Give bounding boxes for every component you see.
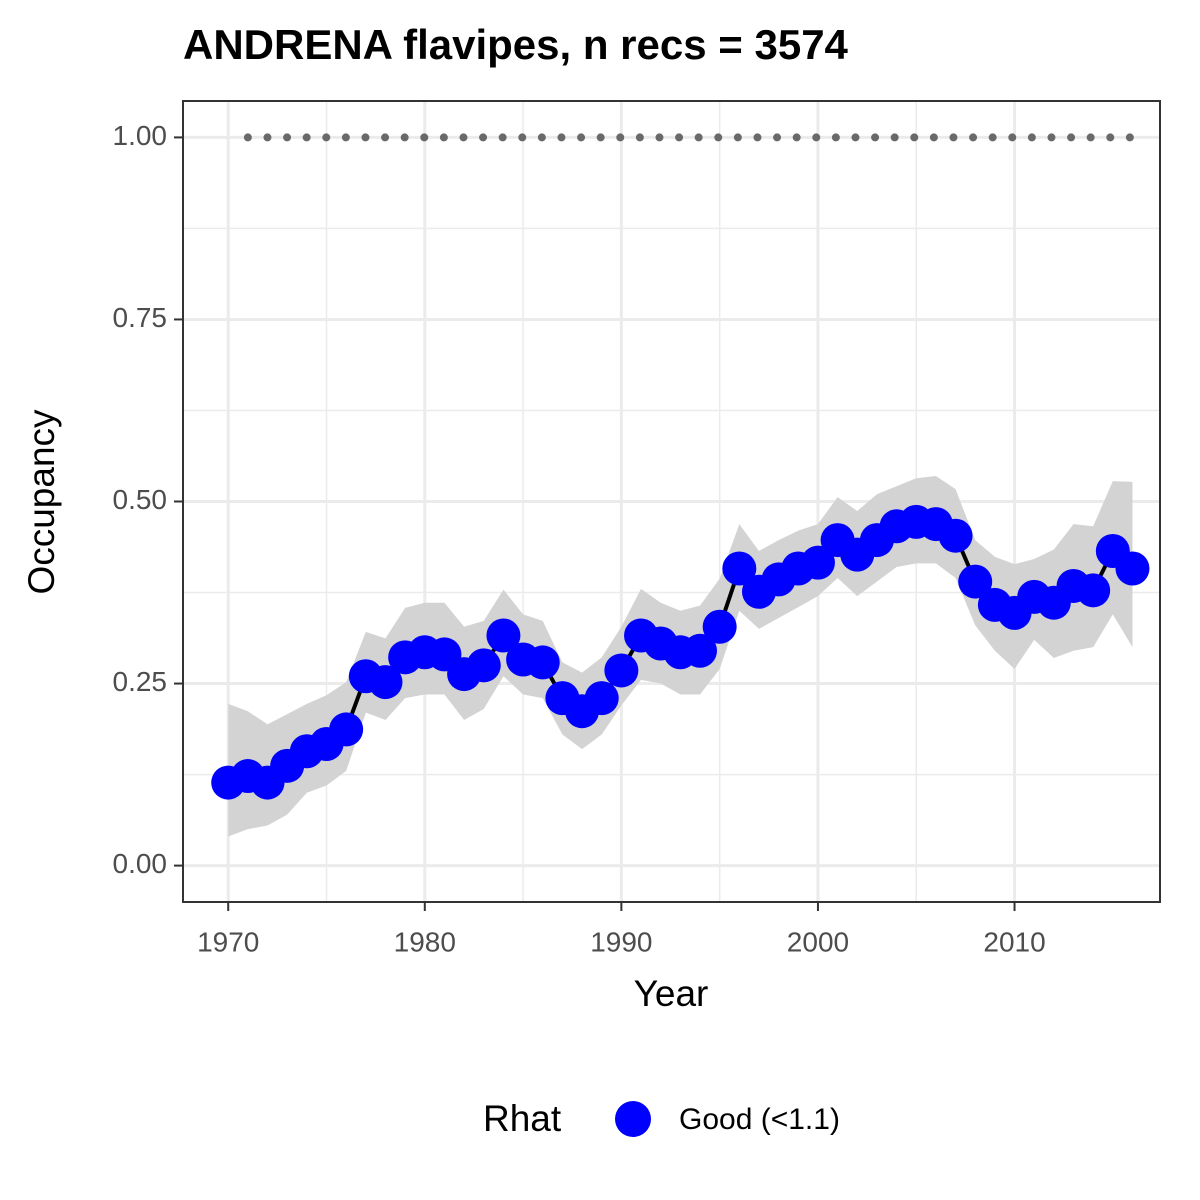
x-tick-label: 1970: [197, 926, 259, 957]
x-tick-label: 1980: [394, 926, 456, 957]
point: [486, 618, 521, 653]
x-axis-title: Year: [634, 973, 709, 1014]
point: [722, 551, 757, 586]
chart-title: ANDRENA flavipes, n recs = 3574: [183, 21, 849, 68]
legend-title: Rhat: [483, 1098, 562, 1139]
point: [525, 645, 560, 680]
point: [938, 518, 973, 553]
y-tick-label: 0.00: [113, 848, 168, 879]
y-tick-label: 0.50: [113, 484, 168, 515]
point: [1076, 573, 1111, 608]
legend-label: Good (<1.1): [679, 1103, 840, 1136]
x-tick-label: 2000: [787, 926, 849, 957]
point: [329, 712, 364, 747]
y-tick-label: 1.00: [113, 120, 168, 151]
point: [800, 545, 835, 580]
y-tick-label: 0.25: [113, 666, 168, 697]
x-tick-label: 2010: [983, 926, 1045, 957]
point: [1115, 551, 1150, 586]
legend-key: [615, 1101, 651, 1137]
x-tick-label: 1990: [590, 926, 652, 957]
point: [604, 653, 639, 688]
y-tick-label: 0.75: [113, 302, 168, 333]
point: [368, 665, 403, 700]
point: [466, 648, 501, 683]
point: [683, 633, 718, 668]
point: [958, 564, 993, 599]
point: [584, 681, 619, 716]
point: [702, 609, 737, 644]
y-axis-title: Occupancy: [21, 409, 62, 595]
panel-border: [182, 100, 1161, 903]
